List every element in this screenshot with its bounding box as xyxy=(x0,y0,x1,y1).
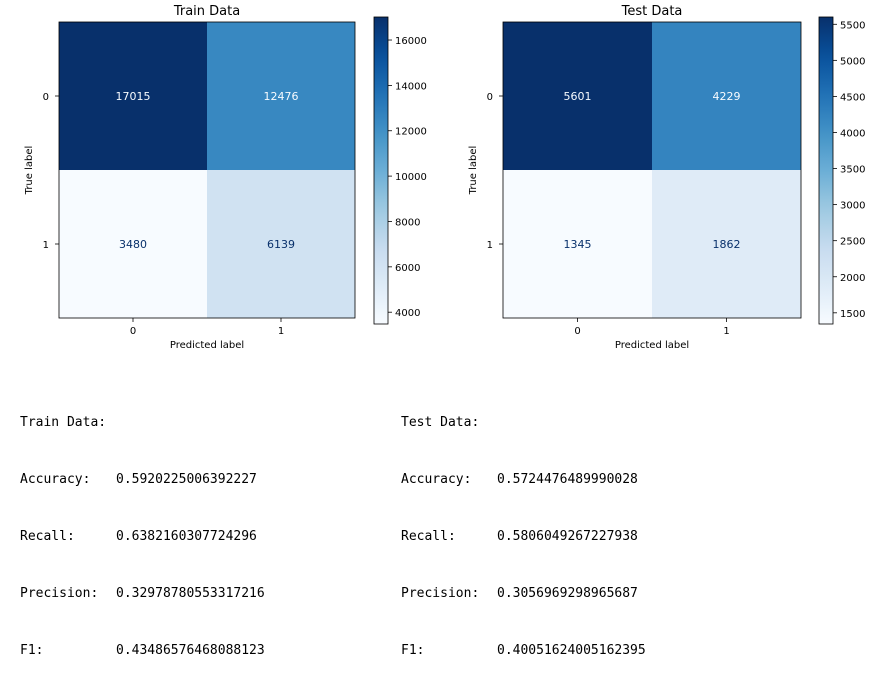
cell-value-label: 4229 xyxy=(713,90,741,103)
y-tick-label: 1 xyxy=(43,240,49,251)
metric-label: F1: xyxy=(20,643,44,658)
metric-label: Precision: xyxy=(401,586,480,601)
heatmap-cell xyxy=(207,22,355,170)
heatmap-cell xyxy=(59,170,207,318)
metric-label: Accuracy: xyxy=(20,472,91,487)
y-tick-label: 0 xyxy=(487,92,493,103)
metric-value: 0.32978780553317216 xyxy=(116,586,265,601)
axes-frame xyxy=(502,21,802,319)
train-f1-row: F1: 0.43486576468088123 xyxy=(20,641,265,660)
test-f1-row: F1: 0.40051624005162395 xyxy=(401,641,646,660)
y-tick-label: 0 xyxy=(43,92,49,103)
x-tick-label: 1 xyxy=(723,326,729,337)
x-tick-label: 0 xyxy=(574,326,580,337)
colorbar-tick-label: 4000 xyxy=(395,308,420,319)
cell-value-label: 6139 xyxy=(267,238,295,251)
train-recall-row: Recall: 0.6382160307724296 xyxy=(20,527,265,546)
metric-label: Precision: xyxy=(20,586,99,601)
confusion-matrix-chart: Train Data 17015 12476 3480 6139 0 1 0 1 Predicte… xyxy=(24,4,427,351)
test-accuracy-row: Accuracy: 0.5724476489990028 xyxy=(401,470,646,489)
cell-value-label: 17015 xyxy=(116,90,151,103)
colorbar-tick-label: 4000 xyxy=(840,128,865,139)
colorbar-tick-label: 16000 xyxy=(395,36,427,47)
heatmap-cell xyxy=(503,170,652,318)
metric-value: 0.3056969298965687 xyxy=(497,586,638,601)
train-accuracy-row: Accuracy: 0.5920225006392227 xyxy=(20,470,265,489)
test-precision-row: Precision: 0.3056969298965687 xyxy=(401,584,646,603)
y-tick-label: 1 xyxy=(487,240,493,251)
cell-value-label: 3480 xyxy=(119,238,147,251)
axes-frame xyxy=(58,21,356,319)
colorbar-tick-label: 12000 xyxy=(395,127,427,138)
colorbar-tick-label: 14000 xyxy=(395,81,427,92)
train-metrics: Train Data: Accuracy: 0.5920225006392227 … xyxy=(20,375,265,679)
colorbar xyxy=(818,16,834,325)
test-recall-row: Recall: 0.5806049267227938 xyxy=(401,527,646,546)
confusion-matrix-chart: Test Data 5601 4229 1345 1862 0 1 0 1 Predicted l… xyxy=(468,4,865,351)
chart-title: Train Data xyxy=(173,4,240,19)
metric-label: Recall: xyxy=(20,529,75,544)
metric-value: 0.6382160307724296 xyxy=(116,529,257,544)
x-axis-label: Predicted label xyxy=(615,340,689,351)
test-metrics-header: Test Data: xyxy=(401,415,480,430)
colorbar xyxy=(373,16,389,325)
colorbar-tick-label: 10000 xyxy=(395,172,427,183)
cell-value-label: 5601 xyxy=(564,90,592,103)
colorbar-tick-label: 5000 xyxy=(840,56,865,67)
x-axis-label: Predicted label xyxy=(170,340,244,351)
test-metrics: Test Data: Accuracy: 0.5724476489990028 R… xyxy=(401,375,646,679)
metric-value: 0.40051624005162395 xyxy=(497,643,646,658)
colorbar-tick-label: 2000 xyxy=(840,273,865,284)
metric-label: F1: xyxy=(401,643,425,658)
y-axis-label: True label xyxy=(468,146,479,196)
colorbar-tick-label: 5500 xyxy=(840,20,865,31)
metric-value: 0.5806049267227938 xyxy=(497,529,638,544)
colorbar-tick-label: 1500 xyxy=(840,309,865,320)
cell-value-label: 1862 xyxy=(713,238,741,251)
heatmap-cell xyxy=(652,170,801,318)
metric-value: 0.5920225006392227 xyxy=(116,472,257,487)
colorbar-tick-label: 3000 xyxy=(840,201,865,212)
metric-value: 0.5724476489990028 xyxy=(497,472,638,487)
x-tick-label: 1 xyxy=(278,326,284,337)
heatmap-cell xyxy=(652,22,801,170)
metric-label: Recall: xyxy=(401,529,456,544)
train-precision-row: Precision: 0.32978780553317216 xyxy=(20,584,265,603)
heatmap-cell xyxy=(503,22,652,170)
y-axis-label: True label xyxy=(24,146,35,196)
heatmap-cell xyxy=(59,22,207,170)
colorbar-tick-label: 4500 xyxy=(840,92,865,103)
metric-value: 0.43486576468088123 xyxy=(116,643,265,658)
colorbar-tick-label: 3500 xyxy=(840,165,865,176)
metric-label: Accuracy: xyxy=(401,472,472,487)
colorbar-tick-label: 8000 xyxy=(395,217,420,228)
confusion-matrix-figure: Train Data 17015 12476 3480 6139 0 1 0 1 Predicte… xyxy=(24,4,865,351)
train-metrics-header: Train Data: xyxy=(20,415,107,430)
x-tick-label: 0 xyxy=(130,326,136,337)
cell-value-label: 12476 xyxy=(264,90,299,103)
chart-title: Test Data xyxy=(621,4,683,19)
cell-value-label: 1345 xyxy=(564,238,592,251)
colorbar-tick-label: 6000 xyxy=(395,263,420,274)
heatmap-cell xyxy=(207,170,355,318)
colorbar-tick-label: 2500 xyxy=(840,237,865,248)
